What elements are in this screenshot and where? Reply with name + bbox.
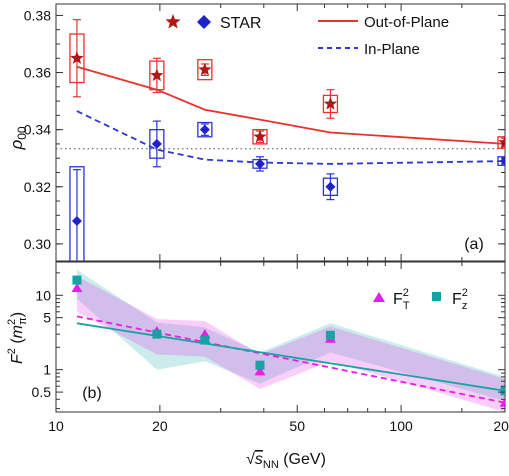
- panel-a-legend: STAR Out-of-Plane In-Plane: [165, 14, 449, 58]
- y-tick-label-a: 0.30: [24, 236, 51, 252]
- legend-star-label: STAR: [220, 15, 261, 32]
- panel-b-legend: F2 T F2 z: [373, 287, 468, 312]
- fz2-marker: [72, 275, 82, 285]
- panel-a: 0.30 0.32 0.34 0.36 0.38 ρ00 (a) STAR Out-of…: [7, 3, 506, 262]
- ft2-marker: [71, 283, 83, 293]
- in-plane-line: [76, 110, 505, 165]
- legend-ft2-label: F2 T: [393, 287, 410, 312]
- y-tick-label-a: 0.36: [24, 65, 51, 81]
- star-marker: [323, 96, 338, 110]
- ft2-marker: [254, 366, 266, 376]
- y-tick-label-a: 0.38: [24, 7, 51, 23]
- star-marker: [253, 129, 267, 143]
- star-marker: [198, 62, 212, 76]
- star-systematic-box: [197, 59, 213, 81]
- fz2-uncertainty-band: [76, 269, 505, 401]
- panel-a-frame: [55, 3, 506, 262]
- fz2-marker: [325, 330, 335, 340]
- fz2-marker: [500, 386, 505, 396]
- panel-b-label: (b): [82, 385, 102, 402]
- diamond-marker: [71, 216, 82, 227]
- diamond-marker: [199, 124, 210, 135]
- fz2-fit-line: [76, 322, 505, 392]
- legend-diamond-marker: [197, 15, 211, 29]
- diamond-marker: [254, 158, 265, 169]
- y-tick-label-b: 0.5: [32, 384, 52, 400]
- star-systematic-box: [497, 136, 505, 149]
- panel-b-frame: [55, 261, 506, 413]
- ft2-marker: [499, 397, 505, 407]
- out-of-plane-line: [76, 65, 505, 145]
- diamond-marker: [151, 138, 162, 149]
- x-tick-label: 200: [493, 418, 509, 434]
- y-tick-label-b: 1: [43, 362, 51, 378]
- legend-ft2-marker: [373, 292, 385, 302]
- ft2-uncertainty-band: [76, 276, 505, 412]
- fz2-marker: [152, 329, 162, 339]
- panel-b-ylabel: F2 (m2π): [6, 312, 29, 364]
- diamond-marker: [325, 181, 336, 192]
- fz2-marker: [255, 360, 265, 370]
- diamond-systematic-box: [497, 156, 505, 166]
- panel-b: 0.5 1 5 10 10 20 50 100 200 F2 (m2π) (b) F2T F2z: [6, 261, 509, 434]
- x-axis-label: √sNN (GeV): [246, 451, 326, 471]
- legend-in-plane-label: In-Plane: [364, 41, 420, 58]
- panel-a-label: (a): [464, 236, 484, 253]
- star-marker: [70, 51, 84, 64]
- fz2-marker: [200, 335, 210, 345]
- diamond-systematic-box: [69, 166, 85, 261]
- ft2-fit-line: [76, 315, 505, 404]
- diamond-marker: [500, 156, 505, 167]
- x-tick-label: 100: [389, 418, 413, 434]
- star-marker: [150, 68, 164, 82]
- panel-a-ylabel: ρ00: [7, 126, 29, 150]
- y-tick-label-b: 5: [43, 310, 51, 326]
- y-tick-label-a: 0.34: [24, 122, 51, 138]
- legend-out-of-plane-label: Out-of-Plane: [364, 14, 449, 31]
- star-marker: [498, 135, 505, 149]
- legend-fz2-label: F2 z: [452, 287, 468, 312]
- x-tick-label: 20: [152, 418, 168, 434]
- x-tick-label: 10: [48, 418, 64, 434]
- star-systematic-box: [252, 128, 268, 145]
- diamond-systematic-box: [197, 121, 213, 138]
- legend-star-marker: [165, 14, 181, 29]
- x-tick-label: 50: [289, 418, 305, 434]
- y-tick-label-a: 0.32: [24, 179, 51, 195]
- legend-fz2-marker: [432, 292, 441, 301]
- y-tick-label-b: 10: [35, 287, 51, 303]
